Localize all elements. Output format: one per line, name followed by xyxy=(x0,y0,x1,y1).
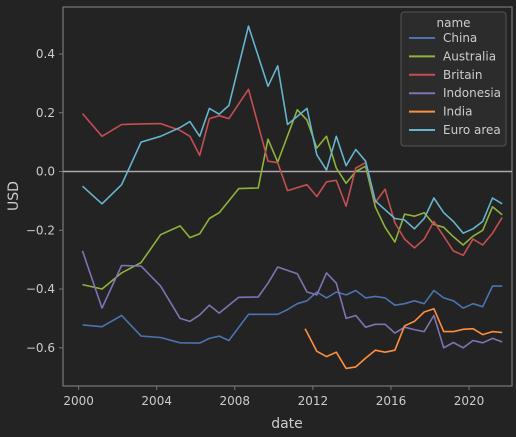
tick-group: 2000 2004 2008 2012 2016 2020 −0.6 −0.4 −0.2 0.0 0… xyxy=(26,47,484,408)
legend-entry-label: Australia xyxy=(443,49,496,63)
y-tick-label: 0.0 xyxy=(36,165,55,179)
x-tick-label: 2004 xyxy=(141,394,172,408)
x-tick-label: 2000 xyxy=(63,394,94,408)
y-tick-label: 0.4 xyxy=(36,47,55,61)
legend-entry-label: China xyxy=(443,31,477,45)
series-line-india xyxy=(304,307,503,370)
legend-entry-label: India xyxy=(443,105,472,119)
legend-entry-label: Euro area xyxy=(443,123,501,137)
series-line-china xyxy=(82,285,503,344)
legend-entry-label: Britain xyxy=(443,68,483,82)
series-line-britain xyxy=(81,88,503,257)
y-axis-label: USD xyxy=(6,181,22,211)
legend-title: name xyxy=(436,16,470,30)
series-line-euro-area xyxy=(81,25,503,234)
x-axis-label: date xyxy=(271,416,303,432)
y-tick-label: −0.6 xyxy=(26,341,55,355)
y-tick-label: −0.4 xyxy=(26,282,55,296)
legend-entry-label: Indonesia xyxy=(443,86,501,100)
y-tick-label: −0.2 xyxy=(26,223,55,237)
series-line-indonesia xyxy=(81,250,503,349)
x-tick-label: 2020 xyxy=(454,394,485,408)
x-tick-label: 2008 xyxy=(220,394,251,408)
x-tick-label: 2012 xyxy=(298,394,329,408)
series-layer xyxy=(81,25,503,370)
y-tick-label: 0.2 xyxy=(36,106,55,120)
x-tick-label: 2016 xyxy=(376,394,407,408)
